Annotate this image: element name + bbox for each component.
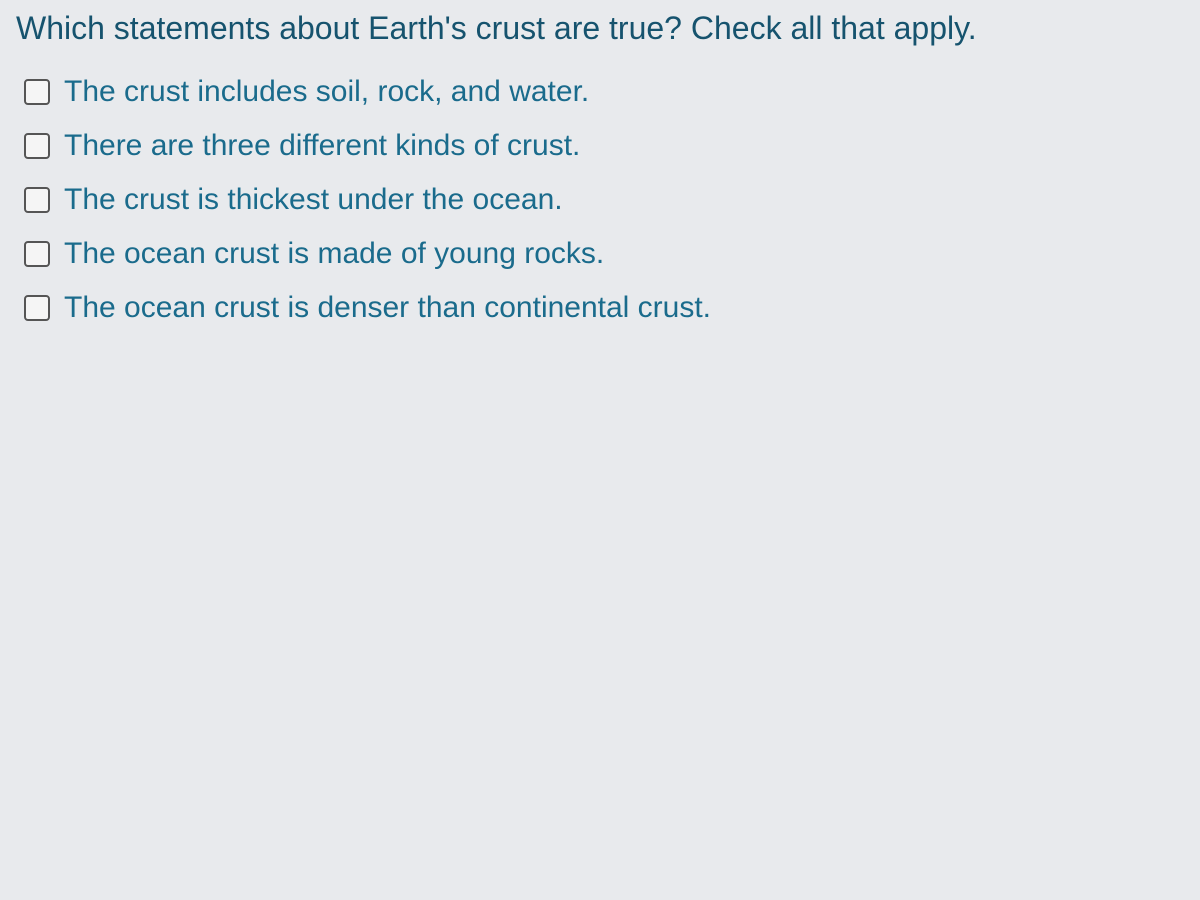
option-row: The ocean crust is denser than continent… bbox=[24, 290, 1184, 326]
option-label-1[interactable]: The crust includes soil, rock, and water… bbox=[64, 74, 589, 110]
options-list: The crust includes soil, rock, and water… bbox=[16, 74, 1184, 326]
option-label-3[interactable]: The crust is thickest under the ocean. bbox=[64, 182, 563, 218]
option-checkbox-5[interactable] bbox=[24, 295, 50, 321]
option-row: The crust includes soil, rock, and water… bbox=[24, 74, 1184, 110]
option-checkbox-4[interactable] bbox=[24, 241, 50, 267]
option-label-2[interactable]: There are three different kinds of crust… bbox=[64, 128, 580, 164]
option-row: The crust is thickest under the ocean. bbox=[24, 182, 1184, 218]
question-prompt: Which statements about Earth's crust are… bbox=[16, 8, 1184, 50]
option-row: There are three different kinds of crust… bbox=[24, 128, 1184, 164]
option-checkbox-1[interactable] bbox=[24, 79, 50, 105]
option-row: The ocean crust is made of young rocks. bbox=[24, 236, 1184, 272]
option-checkbox-3[interactable] bbox=[24, 187, 50, 213]
option-checkbox-2[interactable] bbox=[24, 133, 50, 159]
option-label-4[interactable]: The ocean crust is made of young rocks. bbox=[64, 236, 604, 272]
option-label-5[interactable]: The ocean crust is denser than continent… bbox=[64, 290, 711, 326]
quiz-container: Which statements about Earth's crust are… bbox=[0, 0, 1200, 900]
